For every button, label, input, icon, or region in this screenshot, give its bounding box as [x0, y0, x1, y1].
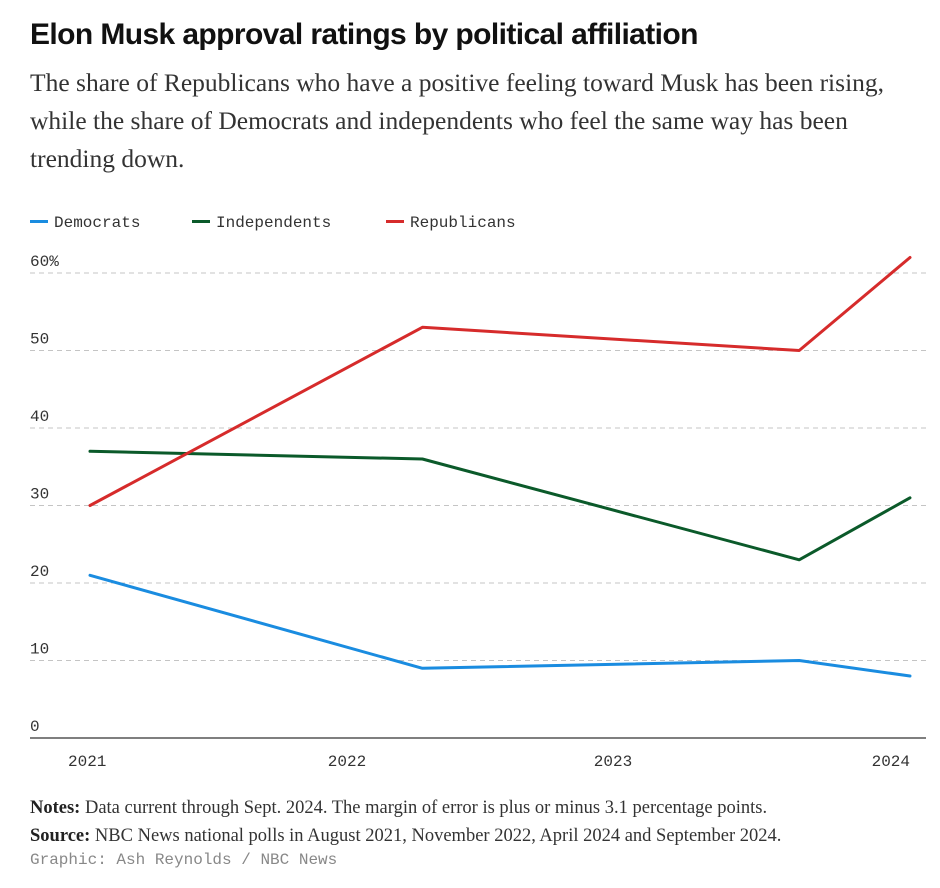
y-tick-label: 60%: [30, 253, 59, 271]
notes-text: Data current through Sept. 2024. The mar…: [84, 798, 768, 818]
source-label: Source:: [30, 826, 91, 846]
x-tick-label: 2023: [594, 753, 632, 771]
x-tick-label: 2021: [68, 753, 106, 771]
series-line-democrats: [88, 573, 912, 678]
y-tick-label: 0: [30, 718, 40, 736]
y-tick-label: 40: [30, 408, 49, 426]
footer-notes: Notes: Data current through Sept. 2024. …: [30, 794, 930, 850]
legend-swatch-independents: [192, 220, 210, 224]
series-line-independents: [88, 449, 912, 562]
line-chart: 0 10 20 30 40 50 60% 2021 2022 2023 2024: [30, 253, 926, 771]
y-tick-label: 20: [30, 563, 49, 581]
y-tick-label: 30: [30, 486, 49, 504]
chart-subtitle: The share of Republicans who have a posi…: [30, 68, 885, 173]
source-text: NBC News national polls in August 2021, …: [94, 826, 782, 846]
legend-swatch-democrats: [30, 220, 48, 224]
notes-label: Notes:: [30, 798, 81, 818]
notes-line: Notes: Data current through Sept. 2024. …: [30, 794, 930, 822]
axes: 0 10 20 30 40 50 60% 2021 2022 2023 2024: [30, 253, 926, 771]
legend-item-independents: Independents: [192, 212, 331, 234]
legend-label-republicans: Republicans: [410, 214, 516, 232]
legend-label-independents: Independents: [216, 214, 332, 232]
legend-item-republicans: Republicans: [386, 212, 516, 234]
x-tick-label: 2022: [328, 753, 366, 771]
y-tick-label: 10: [30, 641, 49, 659]
legend-swatch-republicans: [386, 220, 404, 224]
x-tick-label: 2024: [872, 753, 910, 771]
source-line: Source: NBC News national polls in Augus…: [30, 822, 930, 850]
graphic-credit: Graphic: Ash Reynolds / NBC News: [30, 851, 338, 869]
series-lines: [88, 256, 912, 678]
legend-label-democrats: Democrats: [54, 214, 141, 232]
chart-title: Elon Musk approval ratings by political …: [30, 18, 698, 51]
series-line-republicans: [88, 256, 912, 507]
y-tick-label: 50: [30, 331, 49, 349]
legend-item-democrats: Democrats: [30, 212, 140, 234]
